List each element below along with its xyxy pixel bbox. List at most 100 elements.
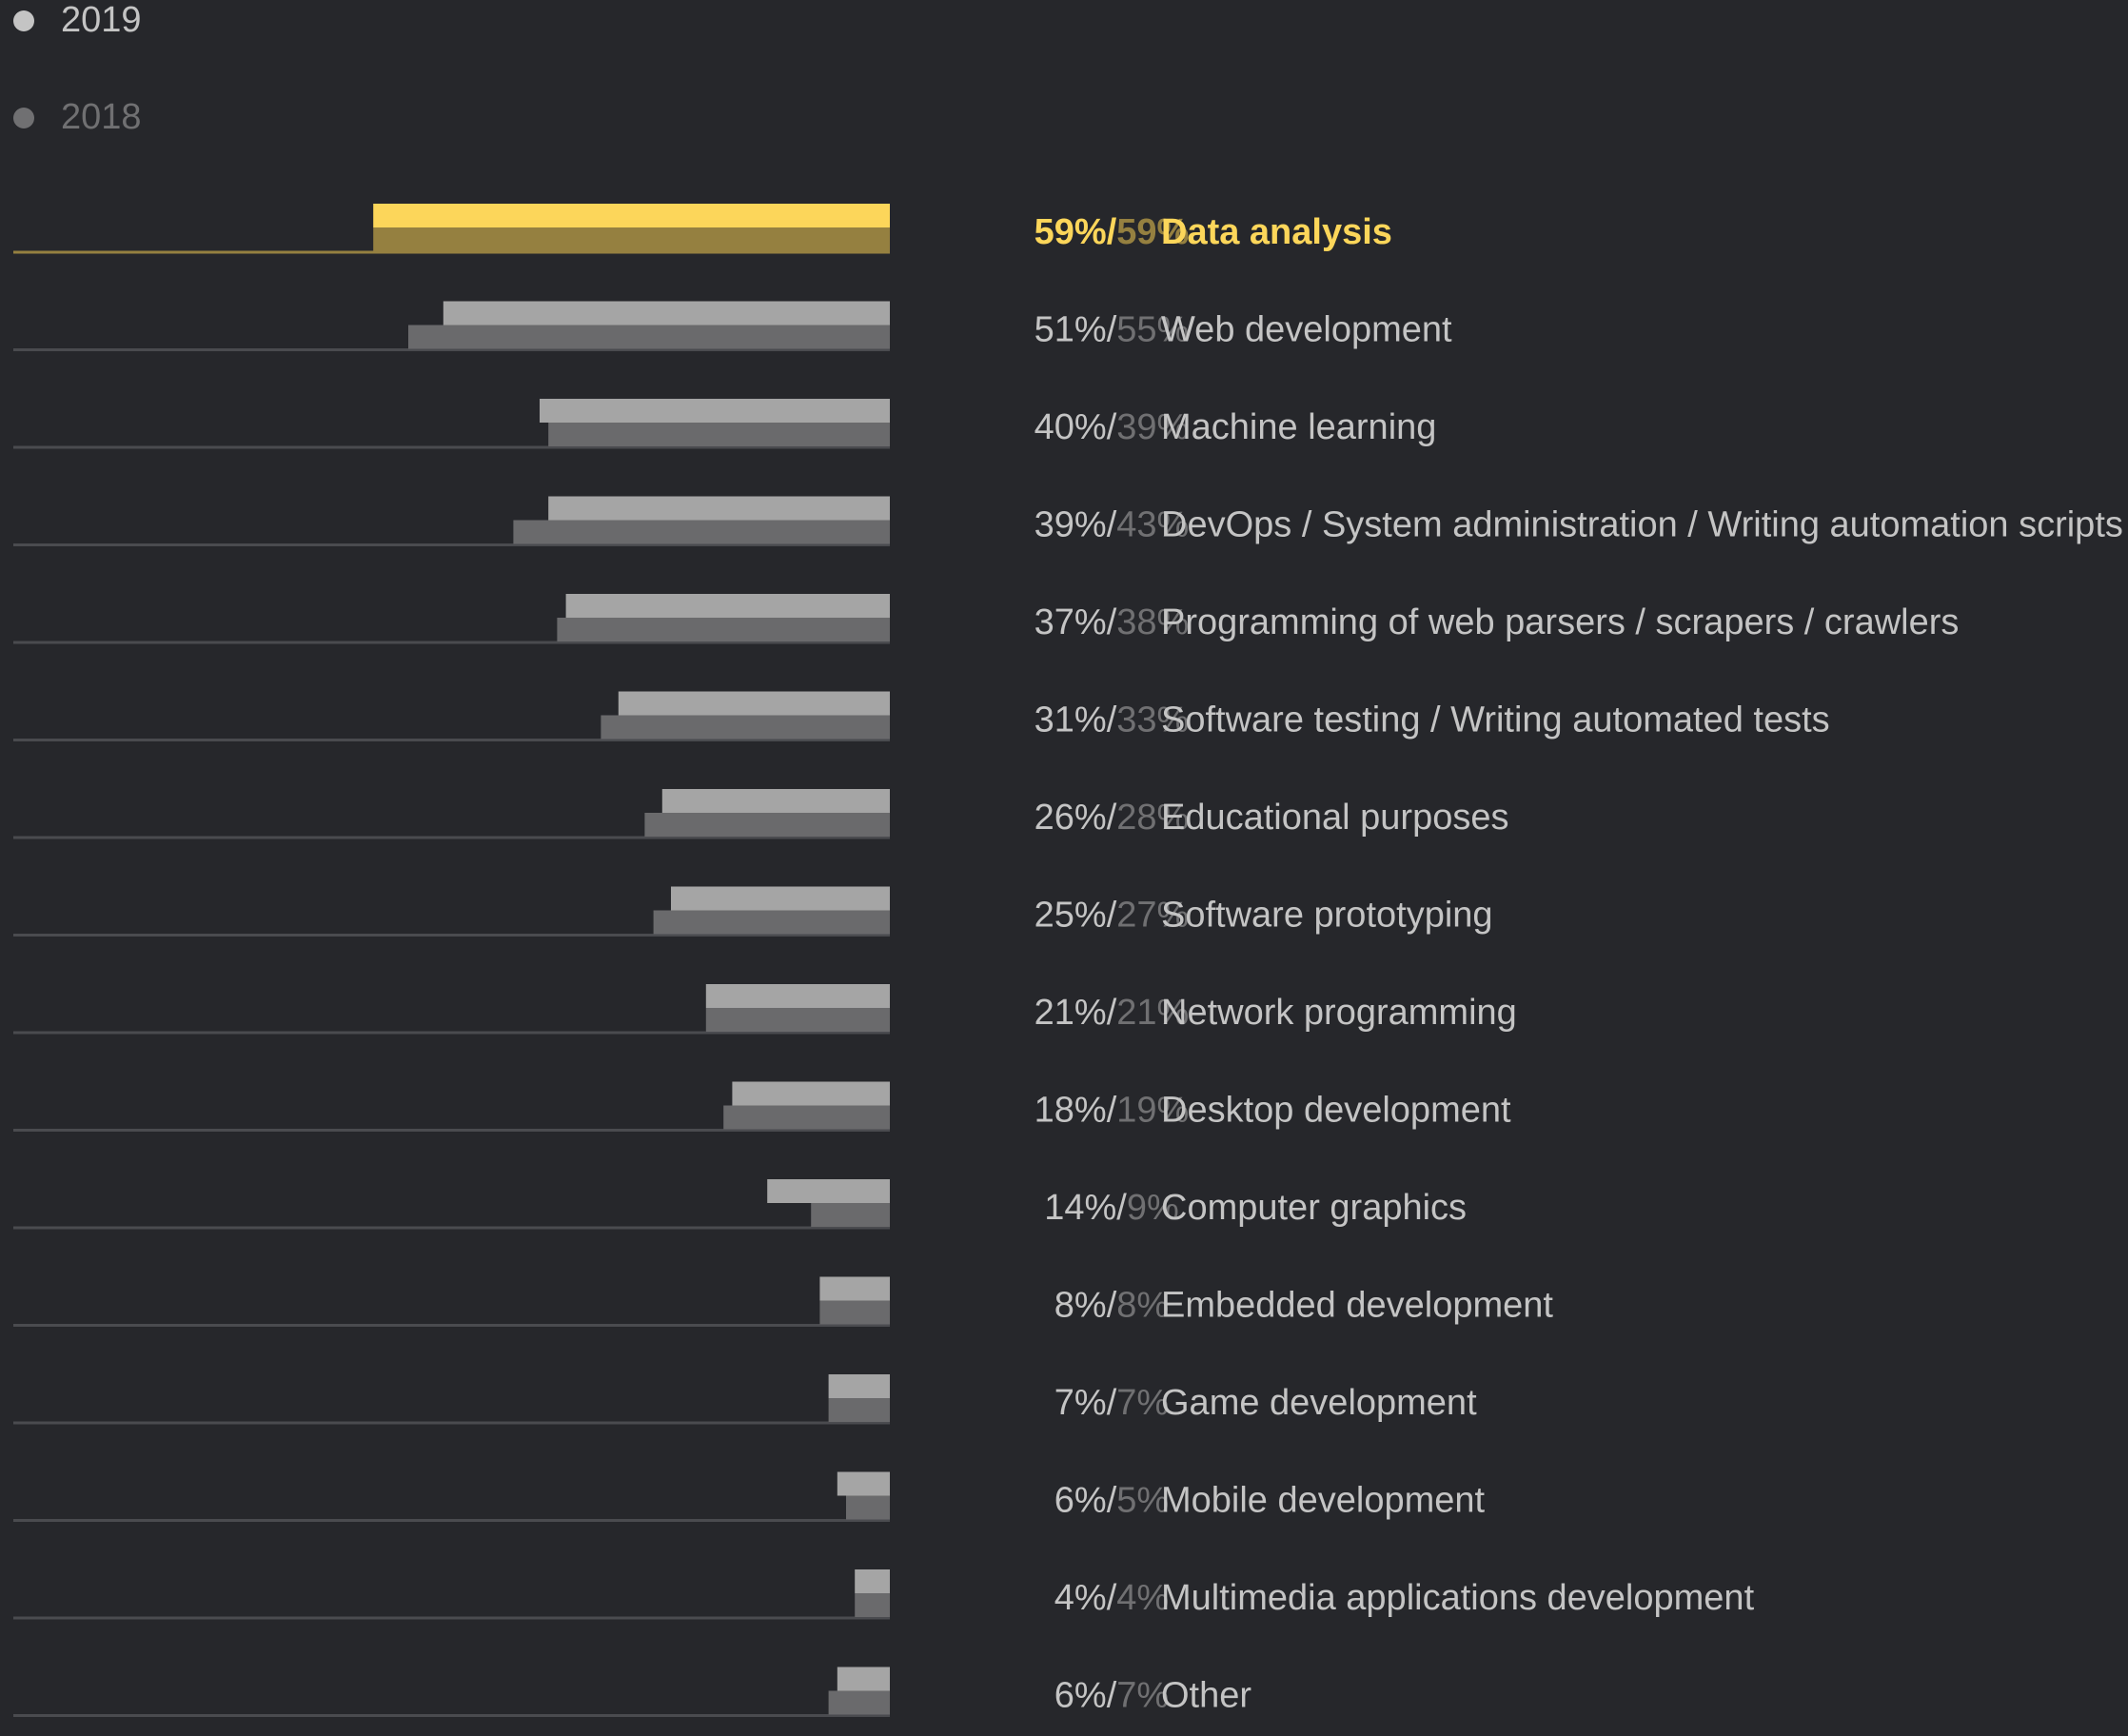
category-label-15: Other [1161,1676,1251,1716]
value-label-2018-9: 19% [1116,1091,1189,1131]
value-label-2018-2: 39% [1116,407,1189,447]
category-label-4: Programming of web parsers / scrapers / … [1161,602,1959,642]
category-label-12: Game development [1161,1383,1477,1423]
legend-label-2019: 2019 [61,0,142,40]
bar-2018-0 [373,227,890,251]
bar-2018-8 [705,1008,890,1032]
legend-item-2018[interactable]: 2018 [13,97,142,138]
value-label-2019-7: 25%/ [1034,896,1117,936]
bar-2018-3 [513,520,890,544]
bar-2019-2 [540,399,890,423]
value-label-2018-13: 5% [1116,1481,1169,1521]
bar-2019-14 [855,1569,890,1593]
bar-2019-4 [565,594,890,618]
value-label-12: 7%/7% [1054,1383,1169,1423]
category-label-0: Data analysis [1161,212,1392,252]
bar-2019-10 [767,1179,890,1203]
value-label-2018-4: 38% [1116,602,1189,642]
value-label-2018-1: 55% [1116,310,1189,350]
bar-2018-13 [846,1495,890,1520]
value-label-6: 26%/28% [1034,798,1190,838]
value-label-7: 25%/27% [1034,896,1190,936]
bar-2019-8 [705,984,890,1008]
category-label-2: Machine learning [1161,407,1436,447]
value-label-9: 18%/19% [1034,1091,1190,1131]
category-label-11: Embedded development [1161,1286,1553,1326]
bar-2018-14 [855,1593,890,1617]
value-label-5: 31%/33% [1034,700,1190,740]
category-label-3: DevOps / System administration / Writing… [1161,505,2123,545]
bar-2019-11 [819,1276,890,1301]
category-label-14: Multimedia applications development [1161,1578,1755,1618]
value-label-2019-6: 26%/ [1034,798,1117,838]
value-label-2018-14: 4% [1116,1578,1169,1618]
value-label-14: 4%/4% [1054,1578,1169,1618]
category-label-7: Software prototyping [1161,896,1493,936]
value-label-2018-12: 7% [1116,1383,1169,1423]
category-label-6: Educational purposes [1161,798,1508,838]
bar-2019-5 [618,691,890,716]
legend-dot-2019 [13,10,34,31]
bar-2018-9 [723,1105,890,1130]
value-label-2018-10: 9% [1127,1188,1179,1228]
bar-2019-13 [837,1471,890,1496]
legend-label-2018: 2018 [61,97,142,137]
value-label-3: 39%/43% [1034,505,1190,545]
value-label-2018-6: 28% [1116,798,1189,838]
value-label-2018-5: 33% [1116,700,1189,740]
category-label-8: Network programming [1161,993,1517,1033]
bar-2019-9 [732,1081,890,1106]
value-label-2019-9: 18%/ [1034,1091,1117,1131]
value-label-2019-2: 40%/ [1034,407,1117,447]
value-label-2019-4: 37%/ [1034,602,1117,642]
bar-2019-7 [671,886,890,911]
bar-2019-3 [548,496,890,521]
value-label-2019-11: 8%/ [1054,1286,1117,1326]
bar-2019-12 [828,1374,890,1398]
bar-2018-5 [601,715,890,740]
value-label-2: 40%/39% [1034,407,1190,447]
value-label-2019-8: 21%/ [1034,993,1117,1033]
value-label-2018-7: 27% [1116,896,1189,936]
bar-2019-6 [661,789,890,813]
category-label-9: Desktop development [1161,1091,1511,1131]
value-label-2019-5: 31%/ [1034,700,1117,740]
value-label-2018-8: 21% [1116,993,1189,1033]
value-label-11: 8%/8% [1054,1286,1169,1326]
value-label-2019-12: 7%/ [1054,1383,1117,1423]
legend-dot-2018 [13,107,34,128]
value-label-2019-13: 6%/ [1054,1481,1117,1521]
value-label-2018-0: 59% [1116,212,1189,252]
value-label-10: 14%/9% [1044,1188,1179,1228]
bar-2018-6 [644,813,890,837]
bar-2018-10 [811,1203,890,1227]
value-label-2018-11: 8% [1116,1286,1169,1326]
bar-2019-0 [373,204,890,227]
value-label-13: 6%/5% [1054,1481,1169,1521]
value-label-15: 6%/7% [1054,1676,1169,1716]
value-label-2019-3: 39%/ [1034,505,1117,545]
legend-item-2019[interactable]: 2019 [13,0,142,41]
bar-2018-1 [408,325,890,349]
bar-2018-4 [557,618,890,641]
value-label-2019-1: 51%/ [1034,310,1117,350]
value-label-2019-14: 4%/ [1054,1578,1117,1618]
bar-2019-1 [443,301,890,326]
bar-2018-12 [828,1398,890,1422]
value-label-0: 59%/59% [1034,212,1190,252]
bar-2018-7 [653,910,890,935]
value-label-2019-15: 6%/ [1054,1676,1117,1716]
value-label-2018-15: 7% [1116,1676,1169,1716]
value-label-1: 51%/55% [1034,310,1190,350]
value-label-2019-10: 14%/ [1044,1188,1127,1228]
bar-2018-15 [828,1690,890,1715]
bar-2018-2 [548,423,890,446]
category-label-5: Software testing / Writing automated tes… [1161,700,1830,740]
value-label-8: 21%/21% [1034,993,1190,1033]
value-label-2019-0: 59%/ [1034,212,1117,252]
category-label-10: Computer graphics [1161,1188,1467,1228]
category-label-1: Web development [1161,310,1452,350]
value-label-4: 37%/38% [1034,602,1190,642]
bar-2019-15 [837,1667,890,1691]
